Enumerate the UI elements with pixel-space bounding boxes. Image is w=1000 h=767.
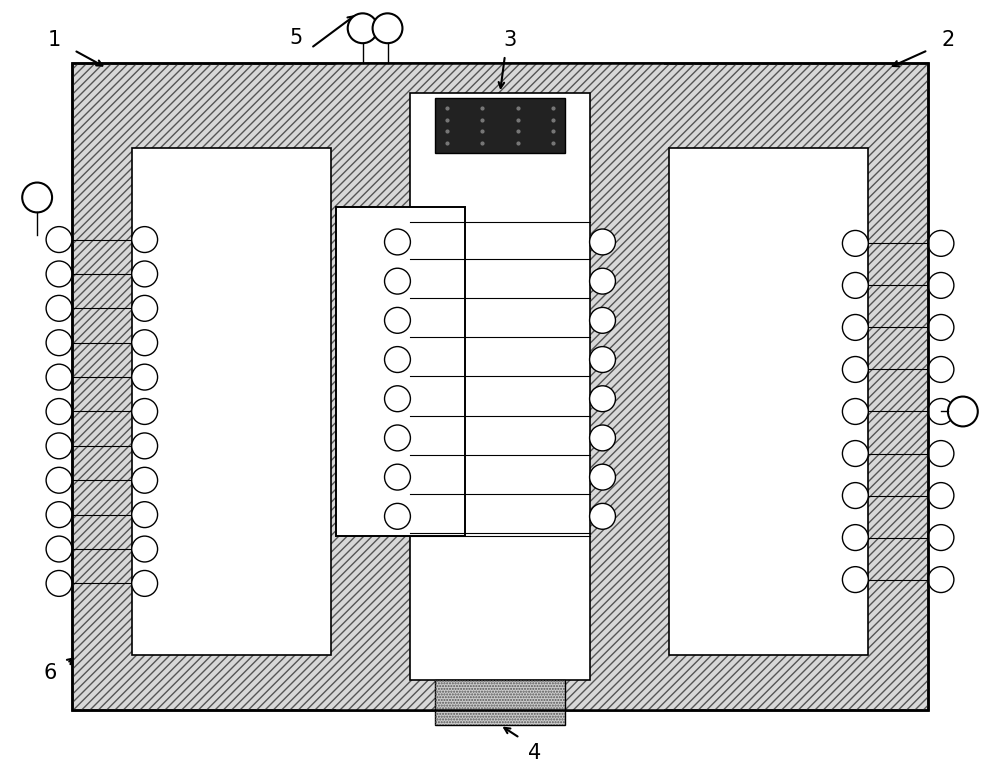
Circle shape [590,268,615,294]
Circle shape [46,467,72,493]
Circle shape [385,386,410,412]
Circle shape [132,261,158,287]
Circle shape [842,525,868,551]
Circle shape [22,183,52,212]
Bar [435,98,565,153]
Circle shape [928,272,954,298]
Circle shape [46,330,72,356]
Circle shape [590,425,615,451]
Circle shape [46,502,72,528]
Circle shape [590,347,615,373]
Text: 4: 4 [528,743,541,763]
Circle shape [928,357,954,383]
Bar [72,63,928,710]
Circle shape [46,295,72,321]
Bar [669,148,868,655]
Circle shape [385,425,410,451]
Text: 1: 1 [47,30,61,50]
Circle shape [590,308,615,334]
Circle shape [132,330,158,356]
Circle shape [590,229,615,255]
Circle shape [46,571,72,597]
Circle shape [46,261,72,287]
Circle shape [385,347,410,373]
Text: 3: 3 [503,30,517,50]
Circle shape [928,482,954,509]
Circle shape [132,571,158,597]
Circle shape [928,314,954,341]
Circle shape [590,464,615,490]
Circle shape [842,357,868,383]
Circle shape [46,536,72,562]
Circle shape [385,268,410,294]
Circle shape [385,503,410,529]
Circle shape [928,567,954,593]
Circle shape [348,13,378,43]
Circle shape [132,226,158,252]
Circle shape [928,525,954,551]
Circle shape [46,226,72,252]
Circle shape [590,386,615,412]
Circle shape [132,502,158,528]
Bar [435,680,565,725]
Bar [336,207,465,536]
Circle shape [928,440,954,466]
Circle shape [842,272,868,298]
Circle shape [132,467,158,493]
Circle shape [928,399,954,424]
Bar [336,63,664,710]
Circle shape [46,433,72,459]
Bar [72,63,928,710]
Circle shape [385,308,410,334]
Bar [410,93,590,680]
Text: 5: 5 [289,28,303,48]
Circle shape [373,13,402,43]
Circle shape [132,433,158,459]
Circle shape [842,314,868,341]
Circle shape [590,503,615,529]
Circle shape [46,399,72,424]
Circle shape [132,399,158,424]
Circle shape [928,230,954,256]
Bar [132,148,331,655]
Circle shape [132,364,158,390]
Text: 2: 2 [941,30,955,50]
Circle shape [46,364,72,390]
Circle shape [842,482,868,509]
Circle shape [842,567,868,593]
Circle shape [132,536,158,562]
Circle shape [948,397,978,426]
Circle shape [385,464,410,490]
Bar [72,63,928,710]
Circle shape [842,440,868,466]
Circle shape [385,229,410,255]
Bar [336,63,664,710]
Circle shape [842,399,868,424]
Text: 6: 6 [43,663,57,683]
Bar [435,680,565,725]
Circle shape [842,230,868,256]
Circle shape [132,295,158,321]
